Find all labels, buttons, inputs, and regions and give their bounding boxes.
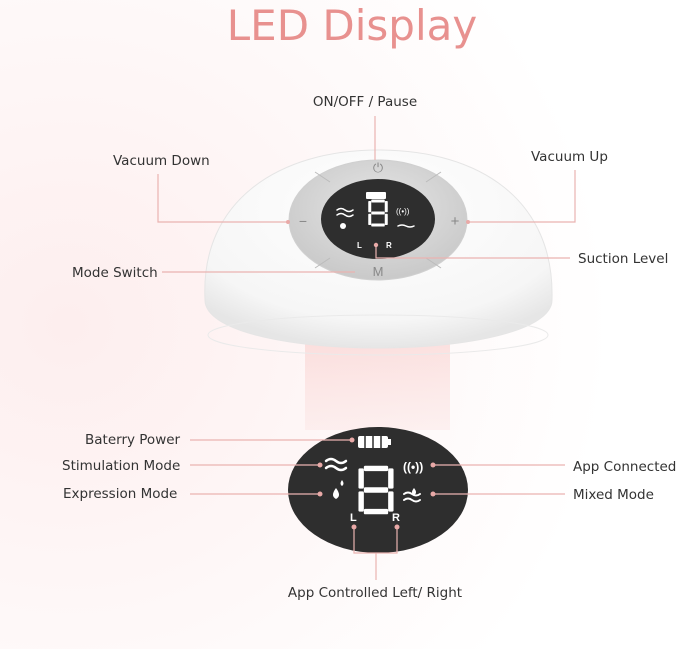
small-app-icon: ((•)) bbox=[396, 207, 410, 216]
page-title: LED Display bbox=[227, 1, 477, 50]
label-mode-switch: Mode Switch bbox=[72, 265, 158, 281]
label-suction-level: Suction Level bbox=[578, 251, 668, 267]
pump-device: ⏻ − + M L R ((•)) bbox=[204, 149, 553, 356]
stimulation-wave-icon bbox=[324, 457, 348, 472]
mixed-mode-icon bbox=[403, 488, 421, 503]
battery-icon bbox=[358, 436, 391, 448]
vacuum-up-button[interactable]: + bbox=[451, 213, 460, 230]
small-drop-icon bbox=[340, 223, 346, 229]
small-mixed-icon bbox=[397, 224, 415, 228]
display-leader-lines bbox=[190, 437, 565, 580]
mode-switch-button[interactable]: M bbox=[373, 264, 384, 279]
label-stimulation: Stimulation Mode bbox=[62, 458, 180, 474]
power-button[interactable]: ⏻ bbox=[373, 160, 383, 175]
label-mixed: Mixed Mode bbox=[573, 487, 654, 503]
label-vacuum-down: Vacuum Down bbox=[113, 153, 210, 169]
small-wave-icon bbox=[336, 207, 354, 218]
small-left-indicator: L bbox=[357, 241, 362, 250]
app-connected-icon: ((•)) bbox=[403, 460, 423, 474]
label-expression: Expression Mode bbox=[63, 486, 177, 502]
label-power: ON/OFF / Pause bbox=[313, 94, 417, 110]
large-display: ((•)) L R bbox=[288, 427, 468, 553]
left-indicator: L bbox=[350, 512, 357, 524]
label-battery: Baterry Power bbox=[85, 432, 181, 448]
label-vacuum-up: Vacuum Up bbox=[531, 149, 608, 165]
small-right-indicator: R bbox=[386, 241, 392, 250]
right-indicator: R bbox=[392, 512, 400, 524]
expression-drop-icon bbox=[333, 480, 344, 499]
vacuum-down-button[interactable]: − bbox=[299, 213, 307, 229]
label-app-connected: App Connected bbox=[573, 459, 676, 475]
small-display bbox=[321, 179, 435, 259]
label-left-right: App Controlled Left/ Right bbox=[288, 585, 462, 601]
small-battery-icon bbox=[366, 192, 386, 199]
device-leader-lines bbox=[157, 116, 576, 273]
